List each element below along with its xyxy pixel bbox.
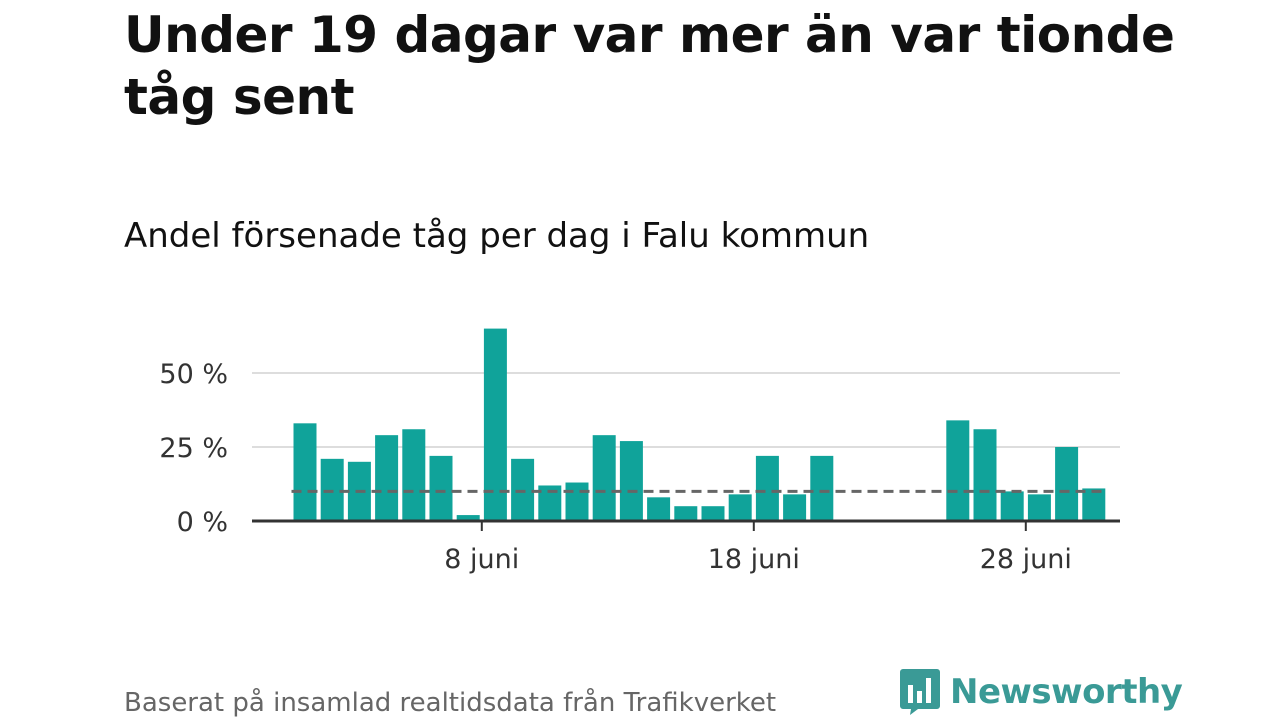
bar [647, 497, 671, 521]
bar [592, 435, 616, 521]
brand-logo: Newsworthy [900, 669, 1183, 715]
bar [701, 506, 725, 521]
source-note: Baserat på insamlad realtidsdata från Tr… [124, 688, 777, 718]
tick-labels: 0 % 25 % 50 % 8 juni 18 juni 28 juni [159, 359, 1071, 575]
bar [728, 494, 752, 521]
axes [252, 519, 1120, 531]
chart-subtitle: Andel försenade tåg per dag i Falu kommu… [124, 216, 870, 256]
bar [375, 435, 399, 521]
chart-title: Under 19 dagar var mer än var tionde tåg… [124, 6, 1175, 126]
bar [973, 429, 997, 521]
bar-chart: 0 % 25 % 50 % 8 juni 18 juni 28 juni [159, 328, 1120, 575]
bar [946, 420, 970, 521]
bar [783, 494, 807, 521]
y-tick-label: 0 % [177, 507, 228, 538]
x-tick-label: 28 juni [980, 544, 1072, 575]
x-tick-label: 8 juni [444, 544, 519, 575]
y-tick-label: 25 % [159, 433, 228, 464]
brand-name: Newsworthy [950, 672, 1183, 712]
bar [456, 515, 480, 521]
bar [538, 485, 562, 521]
bar [674, 506, 698, 521]
bar [810, 455, 834, 521]
bar [1027, 494, 1051, 521]
bar [565, 482, 589, 521]
bar [1082, 488, 1106, 521]
bar [1000, 491, 1024, 521]
bars [293, 328, 1106, 521]
bar [293, 423, 317, 521]
bar [402, 429, 426, 521]
bar [619, 441, 643, 521]
x-tick-label: 18 juni [708, 544, 800, 575]
bar [483, 328, 507, 521]
bar-chart-speech-bubble-icon [900, 669, 940, 715]
bar [1055, 447, 1079, 521]
y-tick-label: 50 % [159, 359, 228, 390]
bar [755, 455, 779, 521]
bar [429, 455, 453, 521]
